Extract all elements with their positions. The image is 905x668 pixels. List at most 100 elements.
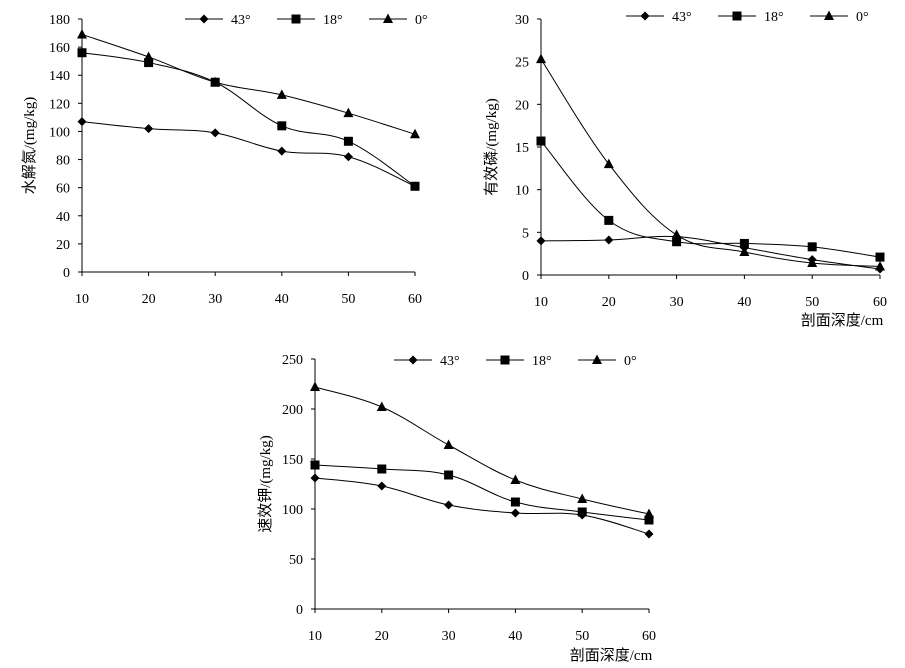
data-point [603,158,614,169]
data-point [875,252,885,262]
x-tick-label: 10 [534,295,548,310]
data-point [739,238,749,248]
y-tick-label: 50 [289,553,303,568]
legend-marker [199,14,209,24]
x-tick-label: 20 [375,629,389,644]
data-point [310,460,320,470]
y-axis-title: 速效钾/(mg/kg) [257,435,274,533]
data-point [510,497,520,507]
x-tick-label: 10 [308,629,322,644]
data-point [536,136,546,146]
data-point [444,500,454,510]
series-line [81,33,416,135]
legend-label: 0° [856,10,869,25]
x-tick-label: 20 [602,295,616,310]
data-point [376,401,387,411]
x-axis-title: 剖面深度/cm [570,647,653,664]
y-tick-label: 60 [56,182,70,197]
legend-marker [500,355,510,365]
data-point [807,242,817,252]
y-tick-label: 0 [296,603,303,618]
series-triangle [310,381,654,518]
legend-marker [732,11,742,21]
data-point [577,493,588,503]
data-point [444,470,454,480]
legend-marker [592,354,602,364]
data-point [410,128,420,139]
legend-label: 18° [764,10,784,25]
data-point [77,48,87,58]
x-tick-label: 60 [408,292,422,307]
data-point [143,51,154,61]
x-tick-label: 60 [873,295,887,310]
x-tick-label: 30 [208,292,222,307]
x-axis-title: 剖面深度/cm [801,312,884,329]
data-point [77,117,87,127]
legend-marker [640,11,650,21]
legend-marker [291,14,301,24]
data-point [77,28,87,39]
x-tick-label: 30 [442,629,456,644]
y-tick-label: 20 [515,98,529,113]
data-point [277,121,287,131]
x-tick-label: 50 [341,292,355,307]
legend-label: 0° [624,354,637,369]
legend-label: 18° [323,13,343,28]
x-tick-label: 40 [508,629,522,644]
data-point [144,124,154,134]
series-diamond [310,473,654,539]
legend-label: 43° [672,10,692,25]
data-point [210,128,220,138]
data-point [510,474,521,484]
x-tick-label: 50 [805,295,819,310]
data-point [510,508,520,518]
y-tick-label: 10 [515,184,529,199]
legend-marker [408,355,418,365]
legend: 43° 18° 0° [626,10,869,25]
y-tick-label: 150 [282,453,303,468]
data-point [644,529,654,539]
y-tick-label: 120 [49,97,70,112]
series-line [314,386,650,515]
data-point [671,229,682,239]
y-tick-label: 250 [282,353,303,368]
legend-marker [824,10,834,20]
series-line [540,58,881,267]
legend-label: 18° [532,354,552,369]
data-point [310,381,320,391]
data-point [604,215,614,225]
y-tick-label: 0 [63,266,70,281]
x-tick-label: 40 [275,292,289,307]
y-tick-label: 100 [49,125,70,140]
series-line [314,477,650,535]
y-tick-label: 5 [522,226,529,241]
legend-label: 0° [415,13,428,28]
data-point [644,508,654,518]
y-tick-label: 180 [49,13,70,28]
data-point [739,246,750,256]
y-tick-label: 25 [515,56,529,71]
legend-marker [383,13,393,23]
data-point [443,439,454,449]
x-tick-label: 50 [575,629,589,644]
series-diamond [536,232,885,274]
data-point [377,481,387,491]
y-tick-label: 100 [282,503,303,518]
series-line [540,235,881,270]
data-point [672,237,682,247]
data-point [343,107,354,118]
chart-1: 0 20 40 60 80 100 120 140 160 180 10 20 30 40 50 60 水解氮/… [21,13,428,307]
data-point [536,236,546,246]
y-axis-title: 有效磷/(mg/kg) [483,98,500,196]
series-triangle [536,53,885,271]
data-point [277,146,287,156]
legend-label: 43° [440,354,460,369]
y-tick-label: 140 [49,69,70,84]
chart-3: 0 50 100 150 200 250 10 20 30 40 50 60 速效钾/(mg/kg) 剖面… [257,353,656,664]
data-point [377,464,387,474]
data-point [276,89,287,99]
data-point [343,152,353,162]
y-axis-title: 水解氮/(mg/kg) [21,97,38,195]
legend: 43° 18° 0° [185,13,428,28]
